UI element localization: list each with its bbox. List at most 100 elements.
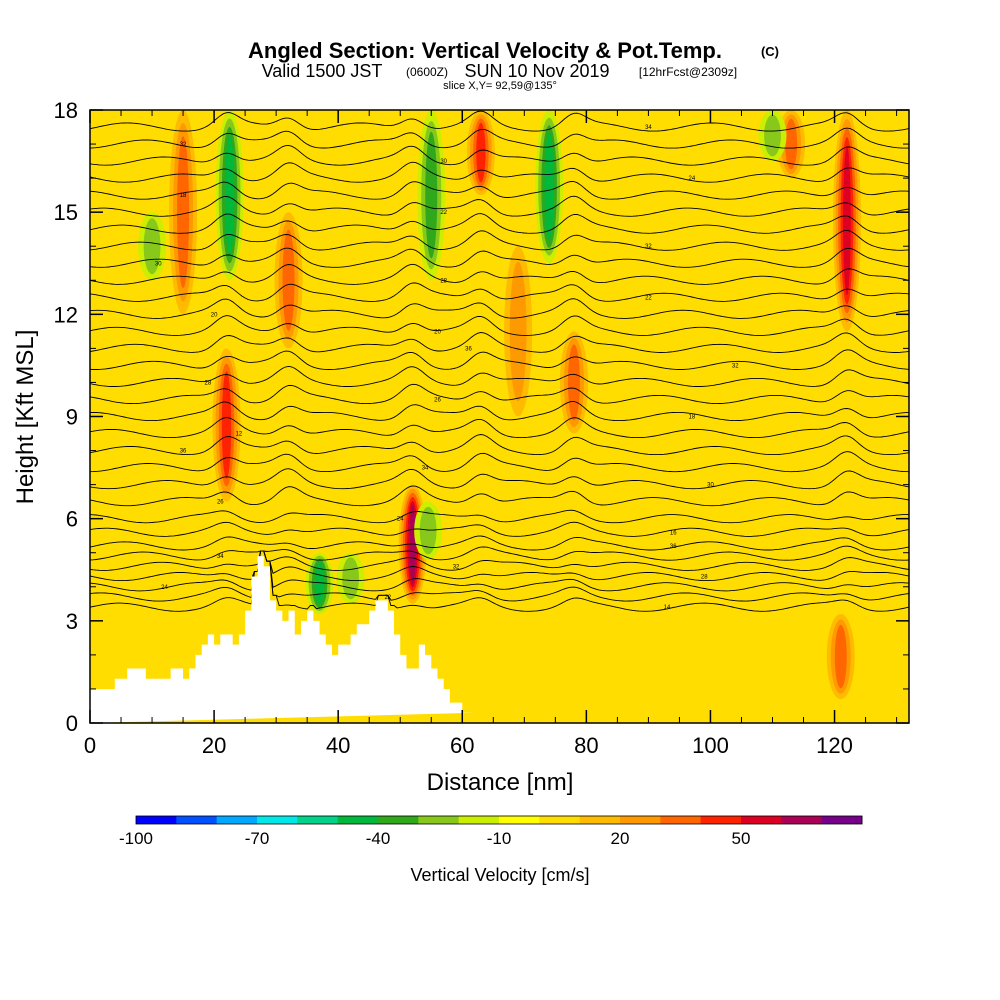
colorbar-swatch xyxy=(337,816,379,824)
updraft-band-7 xyxy=(832,110,861,332)
isentrope-line xyxy=(90,315,909,336)
isentrope-label: 16 xyxy=(670,530,677,536)
isentrope-label: 28 xyxy=(205,380,212,386)
isentrope-line xyxy=(90,417,909,439)
colorbar-label: Vertical Velocity [cm/s] xyxy=(410,865,589,885)
isentrope-line xyxy=(90,434,909,456)
isentrope-label: 26 xyxy=(434,397,441,403)
downdraft-band-level xyxy=(419,506,437,555)
downdraft-band-4 xyxy=(535,110,564,264)
isentrope-label: 12 xyxy=(236,432,243,438)
colorbar-swatch xyxy=(620,816,661,824)
isentrope-label: 20 xyxy=(434,329,441,335)
colorbar-swatch xyxy=(499,816,540,824)
isentrope-label: 30 xyxy=(440,159,447,165)
downdraft-band-3 xyxy=(417,110,446,281)
copyright-mark: (C) xyxy=(761,44,779,59)
x-tick-label: 0 xyxy=(84,733,96,758)
downdraft-band-level xyxy=(764,114,781,157)
updraft-band-level xyxy=(567,344,580,421)
isentrope-label: 32 xyxy=(453,564,460,570)
isentrope-label: 32 xyxy=(732,363,739,369)
isentrope-line xyxy=(90,110,909,132)
isentrope-label: 18 xyxy=(180,193,187,199)
colorbar-swatch xyxy=(136,816,177,824)
isentrope-label: 34 xyxy=(217,554,224,560)
isentrope-label: 26 xyxy=(217,500,224,506)
colorbar-swatch xyxy=(418,816,460,824)
colorbar-swatch xyxy=(700,816,742,824)
y-tick-label: 3 xyxy=(66,609,78,634)
isentrope-line xyxy=(90,509,909,524)
colorbar-swatch xyxy=(781,816,823,824)
isentrope-line xyxy=(90,263,909,285)
downdraft-band-level xyxy=(224,135,235,255)
downdraft-band-level xyxy=(425,131,438,259)
updraft-band-level xyxy=(834,624,847,689)
date-label: SUN 10 Nov 2019 xyxy=(464,61,609,81)
isentrope-label: 14 xyxy=(664,605,671,611)
x-axis-label: Distance [nm] xyxy=(427,769,574,796)
isentrope-line xyxy=(90,485,909,507)
downdraft-band-level xyxy=(544,132,554,241)
y-tick-label: 12 xyxy=(54,302,78,327)
terrain-profile xyxy=(90,556,475,723)
colorbar-swatch xyxy=(257,816,298,824)
utc-time-label: (0600Z) xyxy=(406,65,448,79)
isentrope-line xyxy=(90,545,909,561)
downdraft-band-5 xyxy=(758,110,787,162)
updraft-band-level xyxy=(476,122,486,183)
isentrope-label: 22 xyxy=(384,595,391,601)
isentrope-line xyxy=(90,298,909,319)
colorbar-swatch xyxy=(176,816,218,824)
isentrope-line xyxy=(90,229,909,251)
y-tick-label: 0 xyxy=(66,711,78,736)
y-tick-label: 6 xyxy=(66,507,78,532)
isentrope-line xyxy=(90,550,909,592)
isentrope-label: 36 xyxy=(465,346,472,352)
colorbar-tick-label: -10 xyxy=(487,829,512,848)
isentrope-label: 22 xyxy=(440,210,447,216)
isentrope-line xyxy=(90,195,909,217)
updraft-band-2 xyxy=(274,212,303,349)
isentrope-line xyxy=(90,365,909,387)
isentrope-label: 28 xyxy=(701,575,708,581)
slice-label: slice X,Y= 92,59@135° xyxy=(443,80,557,92)
isentrope-label: 32 xyxy=(645,244,652,250)
isentrope-label: 34 xyxy=(422,466,429,472)
plot-area: 14 16 18 22 24 28 30 32 32 34 36 12 20 18 24 26 28 30 32 34… xyxy=(90,110,909,723)
colorbar-swatch xyxy=(660,816,702,824)
y-tick-label: 9 xyxy=(66,405,78,430)
isentrope-line xyxy=(90,468,909,490)
updraft-band-4 xyxy=(466,110,495,196)
x-tick-label: 40 xyxy=(326,733,350,758)
isentrope-line xyxy=(90,349,909,370)
colorbar-swatch xyxy=(741,816,782,824)
colorbar-swatch xyxy=(458,816,500,824)
y-axis-label: Height [Kft MSL] xyxy=(12,330,39,505)
updraft-band-9 xyxy=(826,614,855,700)
forecast-label: [12hrFcst@2309z] xyxy=(639,65,737,79)
isentrope-label: 28 xyxy=(440,278,447,284)
isentropes: 14 16 18 22 24 28 30 32 32 34 36 12 20 18 24 26 28 30 32 34… xyxy=(90,110,909,612)
colorbar-swatch xyxy=(216,816,258,824)
isentrope-line xyxy=(90,550,909,612)
isentrope-label: 36 xyxy=(180,449,187,455)
colorbar-tick-label: -40 xyxy=(366,829,391,848)
y-tick-label: 15 xyxy=(54,200,78,225)
updraft-band-level xyxy=(785,118,798,170)
x-tick-label: 60 xyxy=(450,733,474,758)
updraft-band-level xyxy=(282,229,295,331)
isentrope-label: 32 xyxy=(180,142,187,148)
updraft-band-1 xyxy=(212,348,241,502)
isentrope-line xyxy=(90,181,909,200)
colorbar: -100 -70 -40 -10 20 50 xyxy=(119,815,863,848)
x-tick-label: 80 xyxy=(574,733,598,758)
colorbar-tick-label: 50 xyxy=(732,829,751,848)
isentrope-line xyxy=(90,213,909,234)
downdraft-band-1 xyxy=(138,212,167,281)
isentrope-label: 24 xyxy=(161,585,168,591)
colorbar-frame xyxy=(135,815,863,825)
isentrope-line xyxy=(90,521,909,537)
